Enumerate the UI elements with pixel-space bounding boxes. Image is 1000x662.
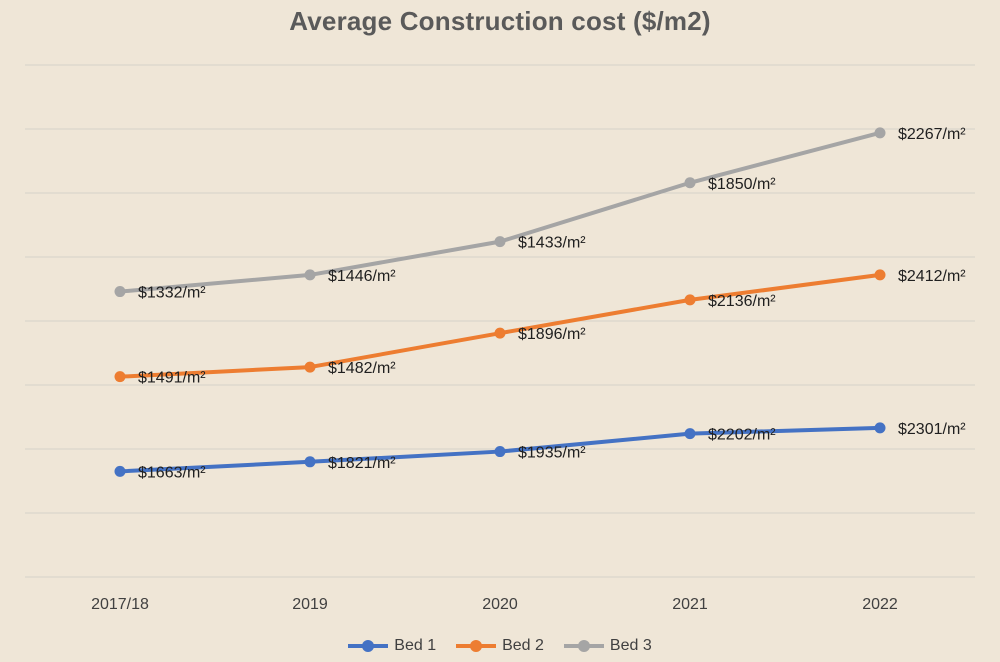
x-tick-label: 2017/18 (91, 596, 149, 613)
data-label: $1663/m² (138, 464, 206, 481)
legend-label: Bed 2 (502, 637, 544, 654)
x-tick-label: 2019 (292, 596, 328, 613)
chart-legend: Bed 1 Bed 2 Bed 3 (0, 634, 1000, 658)
x-tick-label: 2020 (482, 596, 518, 613)
data-label: $1446/m² (328, 268, 396, 285)
data-label: $2202/m² (708, 427, 776, 444)
data-label: $1850/m² (708, 176, 776, 193)
data-point-marker (114, 286, 126, 298)
data-point-marker (874, 422, 886, 434)
data-label: $2267/m² (898, 126, 966, 143)
data-point-marker (874, 269, 886, 281)
chart-title: Average Construction cost ($/m2) (289, 6, 711, 36)
data-label: $2136/m² (708, 293, 776, 310)
legend-item-2: Bed 2 (456, 637, 544, 655)
legend-item-3: Bed 3 (563, 637, 652, 655)
legend-label: Bed 1 (394, 637, 437, 654)
data-point-marker (114, 371, 126, 383)
legend-marker (577, 640, 590, 652)
data-label: $1896/m² (518, 326, 586, 343)
legend-marker (470, 640, 483, 652)
data-label: $1482/m² (328, 360, 396, 377)
data-label: $1491/m² (138, 370, 206, 387)
data-point-marker (304, 361, 316, 373)
x-tick-label: 2022 (862, 596, 898, 613)
legend-marker (362, 640, 375, 652)
series-line-3 (118, 130, 882, 294)
legend-swatch (348, 639, 389, 653)
data-point-marker (874, 127, 886, 139)
x-tick-label: 2021 (672, 596, 708, 613)
data-point-marker (304, 456, 316, 468)
legend-label: Bed 3 (609, 637, 652, 654)
data-label: $1935/m² (518, 445, 586, 462)
data-label: $1433/m² (518, 235, 586, 252)
data-point-marker (684, 428, 696, 440)
legend-swatch (563, 639, 604, 653)
data-label: $1821/m² (328, 455, 396, 472)
series-line-2 (118, 272, 882, 379)
data-point-marker (684, 294, 696, 306)
data-label: $2412/m² (898, 268, 966, 285)
data-label: $1332/m² (138, 285, 206, 302)
data-point-marker (684, 177, 696, 189)
data-point-marker (494, 446, 506, 458)
data-point-marker (494, 236, 506, 248)
data-point-marker (304, 269, 316, 281)
data-point-marker (114, 465, 126, 477)
data-label: $2301/m² (898, 421, 966, 438)
legend-swatch (456, 639, 497, 653)
data-point-marker (494, 327, 506, 339)
legend-item-1: Bed 1 (348, 637, 436, 655)
